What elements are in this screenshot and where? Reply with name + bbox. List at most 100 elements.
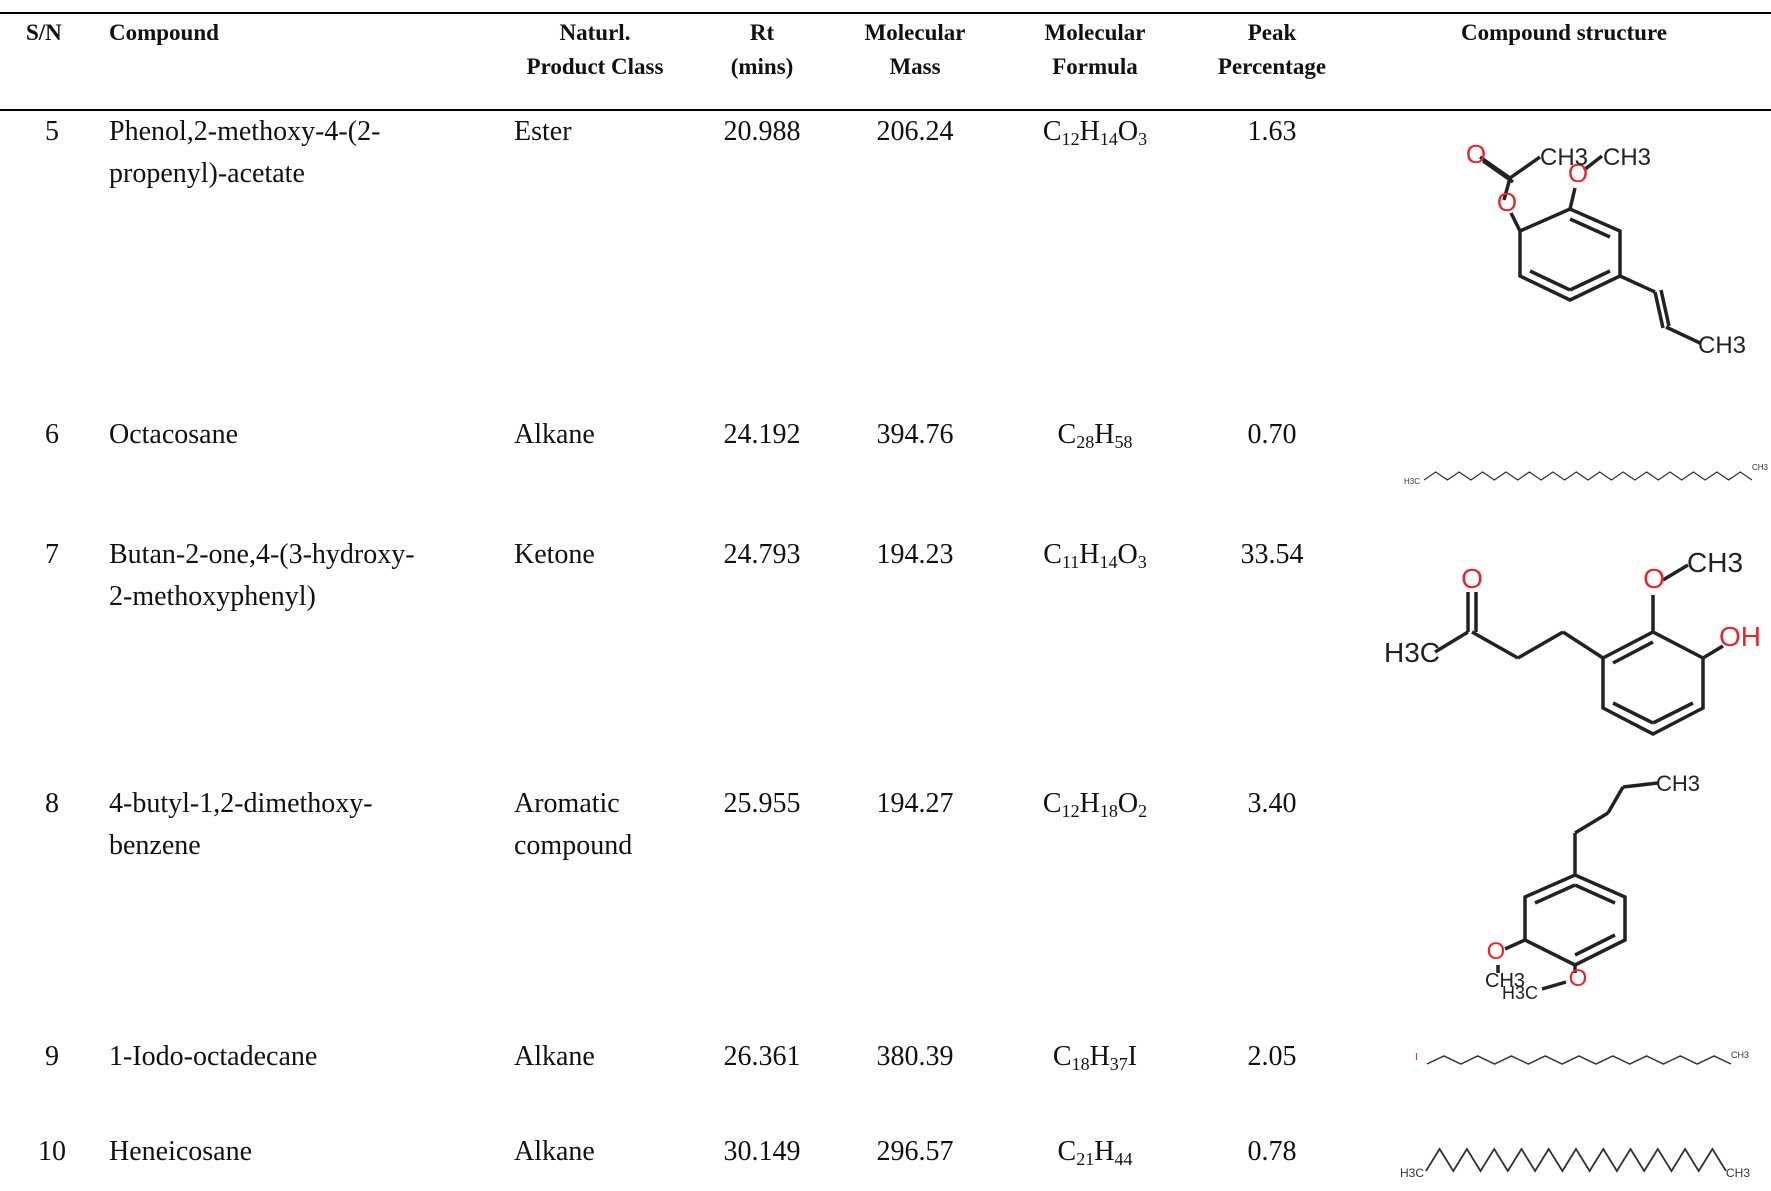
header-class-line1: Naturl. (559, 20, 631, 45)
header-peak-line1: Peak (1247, 20, 1297, 45)
row-rt: 25.955 (723, 788, 801, 819)
row-compound: Heneicosane (109, 1131, 252, 1173)
compound-line: Heneicosane (109, 1136, 253, 1167)
row-class: Ketone (514, 534, 595, 576)
formula-subscript: 11 (1061, 552, 1080, 572)
atom-iodine: I (1415, 1052, 1418, 1063)
row-rt: 26.361 (723, 1041, 801, 1072)
formula-subscript: 18 (1099, 801, 1118, 821)
compound-line: propenyl)-acetate (109, 158, 305, 189)
formula-subscript: 14 (1099, 129, 1118, 149)
table-header-rule (0, 109, 1771, 111)
formula-element: C (1057, 1136, 1077, 1167)
row-mass: 194.27 (876, 788, 954, 819)
atom-methyl: H3C (1502, 983, 1538, 1003)
row-sn: 6 (45, 419, 59, 450)
row-class: Aromatic compound (514, 783, 632, 867)
atom-methyl: CH3 (1656, 771, 1700, 796)
atom-methyl: H3C (1384, 637, 1440, 668)
row-formula: C12H18O2 (1025, 783, 1165, 825)
header-mass: Molecular Mass (845, 16, 985, 84)
row-peak: 0.78 (1247, 1136, 1297, 1167)
formula-subscript: 12 (1061, 129, 1080, 149)
atom-methyl: CH3 (1603, 144, 1651, 171)
row-mass: 380.39 (876, 1041, 954, 1072)
formula-element: H (1094, 419, 1115, 450)
formula-element: H (1079, 788, 1100, 819)
header-rt-line1: Rt (749, 20, 775, 45)
header-compound: Compound (109, 20, 219, 45)
row-compound: 1-Iodo-octadecane (109, 1036, 317, 1078)
compound-line: Butan-2-one,4-(3-hydroxy- (109, 539, 415, 570)
compound-line: 4-butyl-1,2-dimethoxy- (109, 788, 373, 819)
formula-element: O (1117, 539, 1138, 570)
atom-methyl: CH3 (1687, 547, 1743, 578)
formula-element: I (1127, 1041, 1138, 1072)
formula-subscript: 3 (1138, 129, 1148, 149)
row-rt: 24.192 (723, 419, 801, 450)
row-compound: Butan-2-one,4-(3-hydroxy- 2-methoxypheny… (109, 534, 415, 618)
structure-row6: H3C CH3 (1404, 463, 1769, 486)
header-structure: Compound structure (1461, 20, 1667, 45)
formula-element: C (1043, 539, 1062, 570)
row-sn: 5 (45, 116, 59, 147)
formula-element: H (1094, 1136, 1115, 1167)
compound-line: 1-Iodo-octadecane (109, 1041, 318, 1072)
atom-oxygen: O (1461, 563, 1483, 594)
atom-methyl: CH3 (1540, 144, 1588, 171)
compound-line: 2-methoxyphenyl) (109, 581, 316, 612)
row-sn: 10 (38, 1136, 66, 1167)
row-class: Ester (514, 111, 572, 153)
row-sn: 7 (45, 539, 59, 570)
structure-row5: O O O CH3 CH3 CH3 (1466, 139, 1746, 359)
row-mass: 194.23 (876, 539, 954, 570)
formula-element: C (1042, 788, 1062, 819)
row-class: Alkane (514, 414, 595, 456)
atom-methyl: CH3 (1698, 332, 1746, 359)
row-class: Alkane (514, 1036, 595, 1078)
formula-subscript: 44 (1114, 1149, 1133, 1169)
formula-element: H (1079, 539, 1100, 570)
compound-line: benzene (109, 830, 201, 861)
header-rt-line2: (mins) (730, 54, 794, 79)
atom-methyl: H3C (1400, 1166, 1424, 1180)
atom-oxygen: O (1568, 158, 1588, 188)
row-formula: C11H14O3 (1025, 534, 1165, 576)
compound-line: Phenol,2-methoxy-4-(2- (109, 116, 381, 147)
class-line: Ketone (514, 539, 595, 570)
atom-oxygen: O (1497, 187, 1517, 217)
structure-row7: O O CH3 OH H3C (1384, 547, 1761, 736)
formula-element: O (1117, 788, 1139, 819)
row-compound: Phenol,2-methoxy-4-(2- propenyl)-acetate (109, 111, 380, 195)
row-peak: 1.63 (1247, 116, 1297, 147)
formula-subscript: 12 (1061, 801, 1080, 821)
structure-row9: I CH3 (1415, 1050, 1749, 1065)
header-peak: Peak Percentage (1197, 16, 1347, 84)
formula-element: C (1042, 116, 1062, 147)
header-formula: Molecular Formula (1025, 16, 1165, 84)
row-formula: C21H44 (1025, 1131, 1165, 1173)
formula-subscript: 37 (1109, 1054, 1128, 1074)
formula-element: H (1079, 116, 1100, 147)
row-rt: 30.149 (723, 1136, 801, 1167)
formula-subscript: 14 (1099, 552, 1118, 572)
row-mass: 296.57 (876, 1136, 954, 1167)
row-sn: 9 (45, 1041, 59, 1072)
row-mass: 206.24 (876, 116, 954, 147)
class-line: compound (514, 830, 633, 861)
row-rt: 20.988 (723, 116, 801, 147)
row-formula: C18H37I (1025, 1036, 1165, 1078)
header-formula-line1: Molecular (1044, 20, 1146, 45)
formula-subscript: 58 (1114, 432, 1133, 452)
row-peak: 33.54 (1240, 539, 1304, 570)
table-top-rule (0, 12, 1771, 14)
atom-methyl: CH3 (1726, 1166, 1750, 1180)
atom-oxygen: O (1466, 139, 1486, 169)
formula-subscript: 2 (1138, 801, 1148, 821)
class-line: Alkane (514, 1041, 595, 1072)
header-rt: Rt (mins) (712, 16, 812, 84)
row-mass: 394.76 (876, 419, 954, 450)
class-line: Aromatic (514, 788, 620, 819)
row-peak: 0.70 (1247, 419, 1297, 450)
header-mass-line2: Mass (889, 54, 941, 79)
